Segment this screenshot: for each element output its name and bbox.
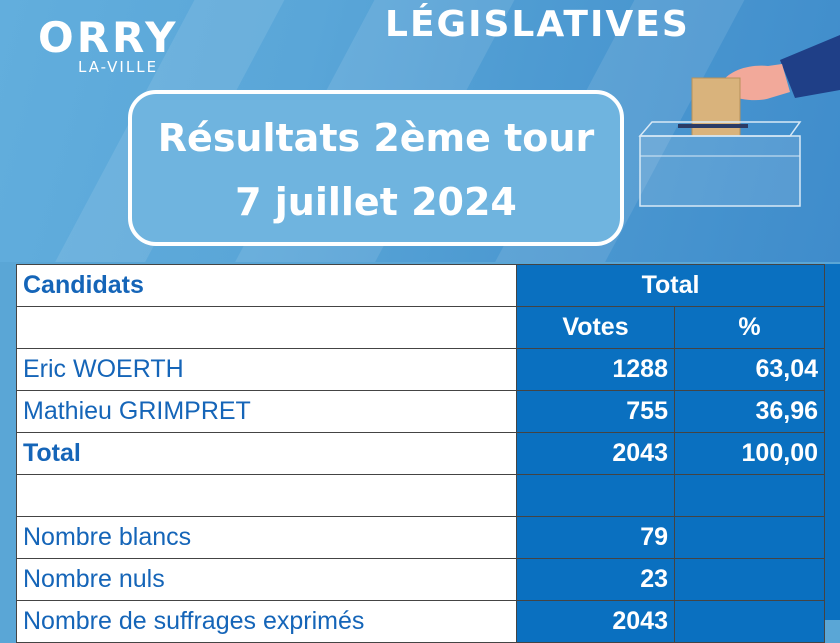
candidate-name: Eric WOERTH (16, 348, 517, 391)
stat-value: 23 (516, 558, 675, 601)
total-percent: 100,00 (674, 432, 825, 475)
stat-value: 2043 (516, 600, 675, 643)
results-round-title: Résultats 2ème tour (157, 116, 595, 160)
empty-cell (674, 474, 825, 517)
results-table: Candidats Total Votes % Eric WOERTH 1288… (16, 264, 825, 643)
table-row: Mathieu GRIMPRET 755 36,96 (16, 390, 825, 433)
results-date: 7 juillet 2024 (235, 180, 517, 224)
candidate-percent: 36,96 (674, 390, 825, 433)
empty-cell (16, 474, 517, 517)
candidate-votes: 755 (516, 390, 675, 433)
table-edge (824, 264, 840, 620)
empty-cell (516, 474, 675, 517)
candidate-percent: 63,04 (674, 348, 825, 391)
header-total: Total (516, 264, 825, 307)
stat-label: Nombre blancs (16, 516, 517, 559)
header-percent: % (674, 306, 825, 349)
stats-row: Nombre blancs 79 (16, 516, 825, 559)
results-title-box: Résultats 2ème tour 7 juillet 2024 (128, 90, 624, 246)
empty-cell (674, 600, 825, 643)
total-row: Total 2043 100,00 (16, 432, 825, 475)
header-candidats: Candidats (16, 264, 517, 307)
banner-title: LÉGISLATIVES (385, 4, 690, 45)
orry-logo: ORRY (38, 13, 179, 62)
empty-cell (674, 558, 825, 601)
empty-cell (16, 306, 517, 349)
stat-label: Nombre de suffrages exprimés (16, 600, 517, 643)
stats-row: Nombre de suffrages exprimés 2043 (16, 600, 825, 643)
candidate-name: Mathieu GRIMPRET (16, 390, 517, 433)
table-row: Eric WOERTH 1288 63,04 (16, 348, 825, 391)
spacer-row (16, 474, 825, 517)
total-label: Total (16, 432, 517, 475)
empty-cell (674, 516, 825, 559)
stats-row: Nombre nuls 23 (16, 558, 825, 601)
header-votes: Votes (516, 306, 675, 349)
candidate-votes: 1288 (516, 348, 675, 391)
total-votes: 2043 (516, 432, 675, 475)
table-subheader-row: Votes % (16, 306, 825, 349)
table-header-row: Candidats Total (16, 264, 825, 307)
stat-value: 79 (516, 516, 675, 559)
stat-label: Nombre nuls (16, 558, 517, 601)
ballot-box-icon (638, 35, 840, 207)
orry-logo-subtitle: LA-VILLE (78, 58, 159, 76)
banner-header: ORRY LA-VILLE LÉGISLATIVES Résultats 2èm… (0, 0, 840, 262)
